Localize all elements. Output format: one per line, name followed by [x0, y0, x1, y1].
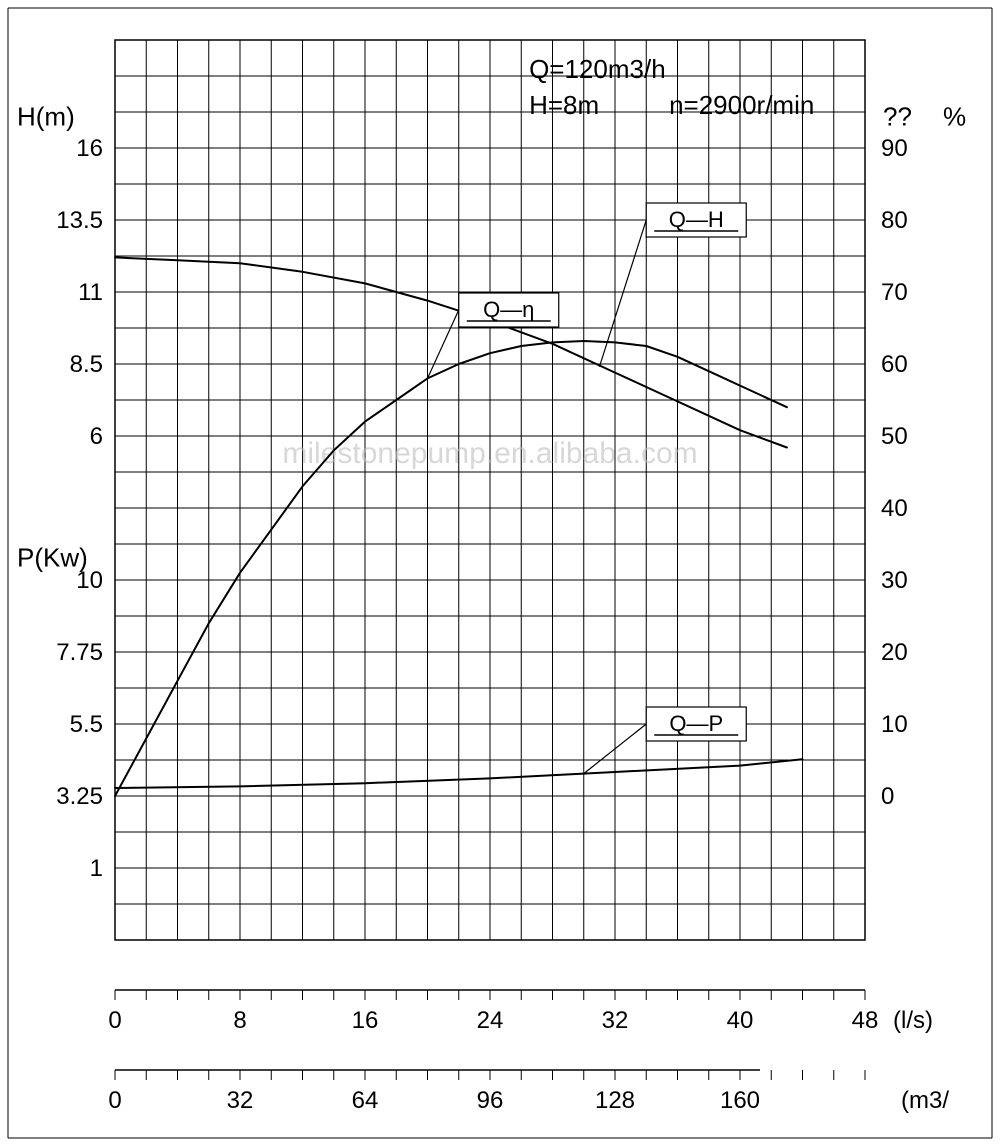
- tick-pct: 50: [881, 423, 908, 450]
- tick-pct: 20: [881, 639, 908, 666]
- tick-pct: 0: [881, 783, 894, 810]
- tick-H: 6: [90, 423, 103, 450]
- axis-label-H: H(m): [17, 102, 75, 132]
- tick-P: 1: [90, 855, 103, 882]
- tick-pct: 70: [881, 279, 908, 306]
- tick-P: 7.75: [56, 639, 103, 666]
- curve-label-text: Q—η: [483, 297, 534, 322]
- tick-x-ls: 24: [477, 1007, 504, 1034]
- tick-pct: 60: [881, 351, 908, 378]
- axis-label-pct-unit: %: [943, 102, 966, 132]
- tick-H: 13.5: [56, 207, 103, 234]
- tick-x-ls: 48: [852, 1007, 879, 1034]
- grid: [115, 40, 865, 940]
- tick-x-m3: 96: [477, 1087, 504, 1114]
- curve-qh: [115, 257, 787, 447]
- tick-x-m3: 32: [227, 1087, 254, 1114]
- pump-curve-chart: H(m)1613.5118.56P(Kw)107.755.53.251??%90…: [0, 0, 1000, 1146]
- tick-H: 16: [76, 135, 103, 162]
- tick-x-ls: 0: [108, 1007, 121, 1034]
- x-unit-ls: (l/s): [893, 1007, 933, 1034]
- tick-pct: 40: [881, 495, 908, 522]
- tick-H: 11: [78, 279, 103, 306]
- curve-label-text: Q—P: [669, 711, 723, 736]
- info-n: n=2900r/min: [669, 90, 814, 120]
- curve-label-text: Q—H: [669, 207, 724, 232]
- tick-P: 10: [76, 567, 103, 594]
- tick-pct: 90: [881, 135, 908, 162]
- tick-x-m3: 128: [595, 1087, 635, 1114]
- leader-line: [428, 310, 459, 378]
- tick-P: 5.5: [70, 711, 103, 738]
- axis-label-pct-q: ??: [883, 102, 912, 132]
- tick-x-ls: 8: [233, 1007, 246, 1034]
- info-q: Q=120m3/h: [529, 54, 666, 84]
- tick-x-m3: 0: [108, 1087, 121, 1114]
- chart-svg: H(m)1613.5118.56P(Kw)107.755.53.251??%90…: [0, 0, 1000, 1146]
- tick-pct: 30: [881, 567, 908, 594]
- watermark: milestonepump.en.alibaba.com: [282, 437, 697, 470]
- tick-pct: 10: [881, 711, 908, 738]
- tick-x-ls: 16: [352, 1007, 379, 1034]
- tick-x-ls: 32: [602, 1007, 629, 1034]
- tick-H: 8.5: [70, 351, 103, 378]
- tick-x-m3: 64: [352, 1087, 379, 1114]
- tick-pct: 80: [881, 207, 908, 234]
- info-h: H=8m: [529, 90, 599, 120]
- tick-P: 3.25: [56, 783, 103, 810]
- x-unit-m3: (m3/: [901, 1087, 949, 1114]
- tick-x-m3: 160: [720, 1087, 760, 1114]
- tick-x-ls: 40: [727, 1007, 754, 1034]
